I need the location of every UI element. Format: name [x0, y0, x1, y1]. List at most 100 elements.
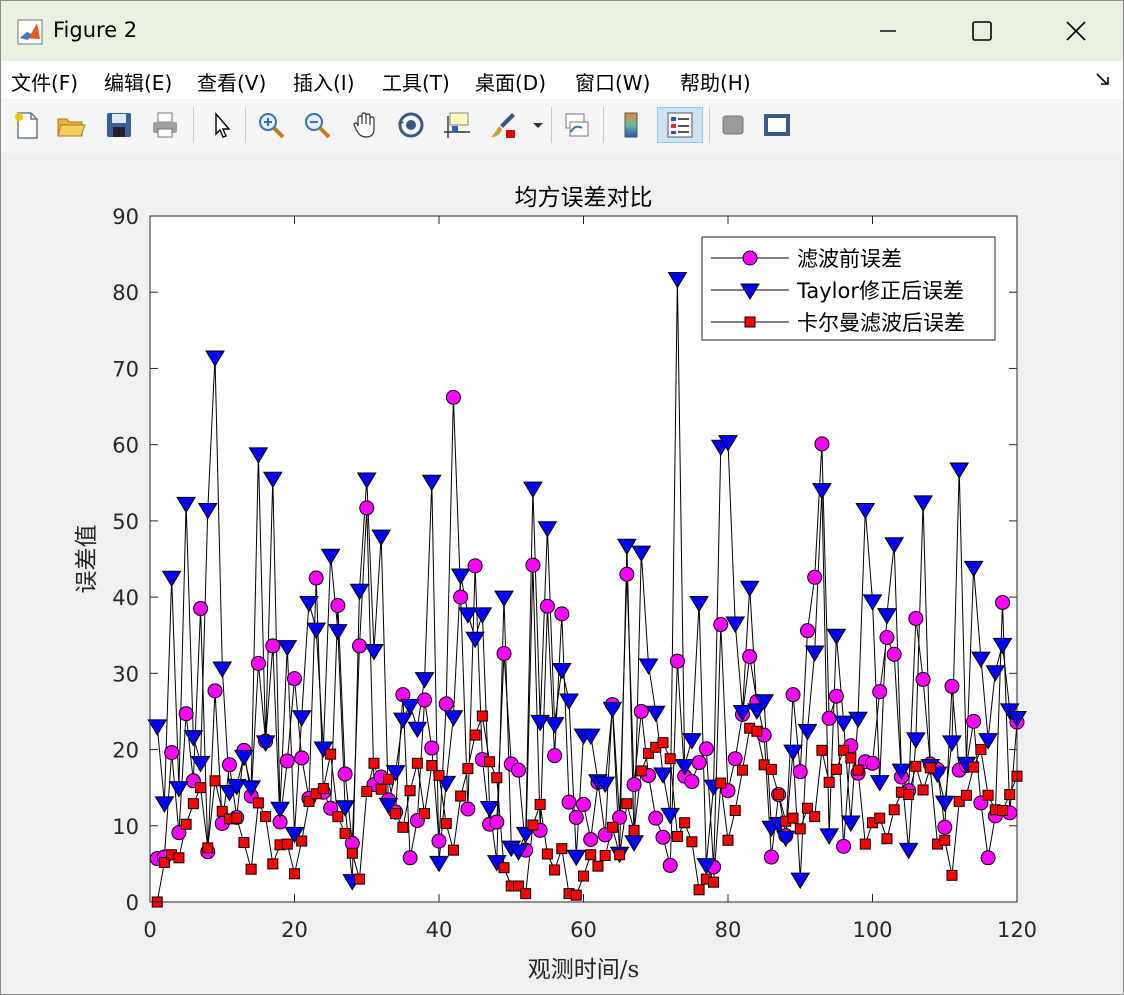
save-icon — [107, 113, 131, 137]
show-plot-tools-button[interactable] — [759, 107, 795, 143]
data-point-kalman-filtered-error — [693, 884, 705, 896]
y-tick-label: 30 — [112, 662, 139, 686]
data-point-taylor-corrected-error — [681, 733, 702, 750]
data-point-taylor-corrected-error — [905, 732, 926, 749]
dock-arrow-icon[interactable] — [1093, 69, 1113, 89]
data-point-kalman-filtered-error — [238, 837, 250, 849]
data-point-taylor-corrected-error — [898, 842, 919, 860]
data-point-pre-filter-error — [626, 777, 642, 793]
link-plot-button[interactable] — [559, 107, 595, 143]
data-point-pre-filter-error — [207, 683, 223, 699]
data-point-taylor-corrected-error — [833, 715, 854, 733]
data-point-taylor-corrected-error — [739, 580, 760, 598]
y-tick-label: 10 — [112, 815, 139, 839]
data-point-taylor-corrected-error — [190, 756, 211, 773]
y-tick-label: 70 — [112, 357, 139, 381]
data-point-kalman-filtered-error — [527, 819, 539, 831]
data-point-kalman-filtered-error — [375, 783, 387, 795]
menu-desktop[interactable]: 桌面(D) — [475, 71, 547, 95]
series-line-pre-filter-error — [157, 397, 1018, 867]
x-tick-label: 20 — [281, 918, 308, 942]
menu-file[interactable]: 文件(F) — [11, 71, 79, 95]
data-cursor-button[interactable] — [439, 107, 475, 143]
data-point-taylor-corrected-error — [616, 538, 637, 556]
data-point-kalman-filtered-error — [953, 795, 965, 807]
data-point-kalman-filtered-error — [534, 798, 546, 810]
data-point-pre-filter-error — [453, 589, 469, 605]
minimize-button[interactable] — [841, 1, 935, 61]
data-point-kalman-filtered-error — [997, 805, 1009, 817]
menu-edit[interactable]: 编辑(E) — [104, 71, 173, 95]
brush-button[interactable] — [485, 107, 521, 143]
data-point-taylor-corrected-error — [277, 640, 298, 657]
menu-view[interactable]: 查看(V) — [197, 71, 267, 95]
colorbar-button[interactable] — [613, 107, 649, 143]
rotate-3d-button[interactable] — [393, 107, 429, 143]
data-point-kalman-filtered-error — [339, 827, 351, 839]
data-point-kalman-filtered-error — [556, 843, 568, 855]
data-point-taylor-corrected-error — [147, 719, 168, 736]
hide-plot-tools-button[interactable] — [715, 107, 751, 143]
data-point-pre-filter-error — [980, 850, 996, 866]
zoom-in-icon — [259, 113, 285, 139]
legend-button[interactable] — [657, 107, 703, 143]
menu-insert[interactable]: 插入(I) — [293, 71, 355, 95]
data-point-pre-filter-error — [359, 500, 375, 516]
data-point-taylor-corrected-error — [653, 767, 673, 784]
data-point-pre-filter-error — [547, 748, 563, 764]
data-point-pre-filter-error — [937, 819, 953, 835]
x-axis-label: 观测时间/s — [528, 957, 640, 983]
data-point-taylor-corrected-error — [566, 849, 587, 867]
data-point-taylor-corrected-error — [176, 496, 197, 514]
data-point-taylor-corrected-error — [291, 710, 312, 727]
data-point-taylor-corrected-error — [783, 744, 803, 762]
new-figure-button[interactable] — [9, 107, 45, 143]
print-button[interactable] — [147, 107, 183, 143]
data-point-kalman-filtered-error — [606, 821, 618, 833]
menu-tools[interactable]: 工具(T) — [382, 71, 450, 95]
data-point-taylor-corrected-error — [335, 800, 355, 817]
menu-help[interactable]: 帮助(H) — [680, 71, 751, 95]
data-point-taylor-corrected-error — [638, 658, 659, 675]
data-point-taylor-corrected-error — [508, 844, 529, 861]
data-point-taylor-corrected-error — [877, 608, 897, 625]
data-point-kalman-filtered-error — [570, 889, 582, 901]
pan-button[interactable] — [347, 107, 383, 143]
legend-marker-kalman-filtered-error — [744, 316, 756, 328]
data-point-kalman-filtered-error — [520, 888, 532, 900]
data-point-kalman-filtered-error — [614, 849, 626, 861]
data-point-pre-filter-error — [424, 740, 440, 756]
data-point-kalman-filtered-error — [433, 769, 445, 781]
data-point-taylor-corrected-error — [602, 701, 623, 719]
legend-label-taylor-corrected-error: Taylor修正后误差 — [796, 279, 964, 303]
data-point-kalman-filtered-error — [939, 834, 951, 846]
data-point-kalman-filtered-error — [397, 821, 409, 833]
pointer-button[interactable] — [203, 107, 239, 143]
data-point-kalman-filtered-error — [368, 757, 380, 769]
data-point-kalman-filtered-error — [404, 785, 416, 797]
close-button[interactable] — [1029, 1, 1123, 61]
open-file-button[interactable] — [53, 107, 89, 143]
brush-dropdown-button[interactable] — [529, 107, 547, 143]
data-point-kalman-filtered-error — [411, 757, 423, 769]
save-button[interactable] — [101, 107, 137, 143]
data-point-taylor-corrected-error — [660, 807, 681, 825]
data-point-taylor-corrected-error — [465, 631, 486, 649]
zoom-in-button[interactable] — [253, 107, 289, 143]
zoom-out-button[interactable] — [299, 107, 335, 143]
mse-comparison-chart: 0 20 40 60 80 100 120 0 10 20 30 40 50 60 70 80 90 均方误差对比… — [74, 185, 1037, 983]
data-point-kalman-filtered-error — [715, 777, 727, 789]
menu-window[interactable]: 窗口(W) — [575, 71, 651, 95]
data-point-taylor-corrected-error — [197, 502, 218, 520]
maximize-button[interactable] — [935, 1, 1029, 61]
y-tick-label: 80 — [112, 281, 139, 305]
data-point-kalman-filtered-error — [195, 782, 207, 794]
data-point-pre-filter-error — [792, 764, 808, 780]
data-point-taylor-corrected-error — [385, 765, 406, 782]
data-point-pre-filter-error — [576, 796, 591, 812]
open-file-icon — [57, 118, 86, 137]
data-point-pre-filter-error — [330, 597, 346, 613]
data-point-taylor-corrected-error — [299, 595, 319, 613]
data-point-taylor-corrected-error — [819, 828, 840, 845]
data-point-taylor-corrected-error — [913, 495, 933, 512]
